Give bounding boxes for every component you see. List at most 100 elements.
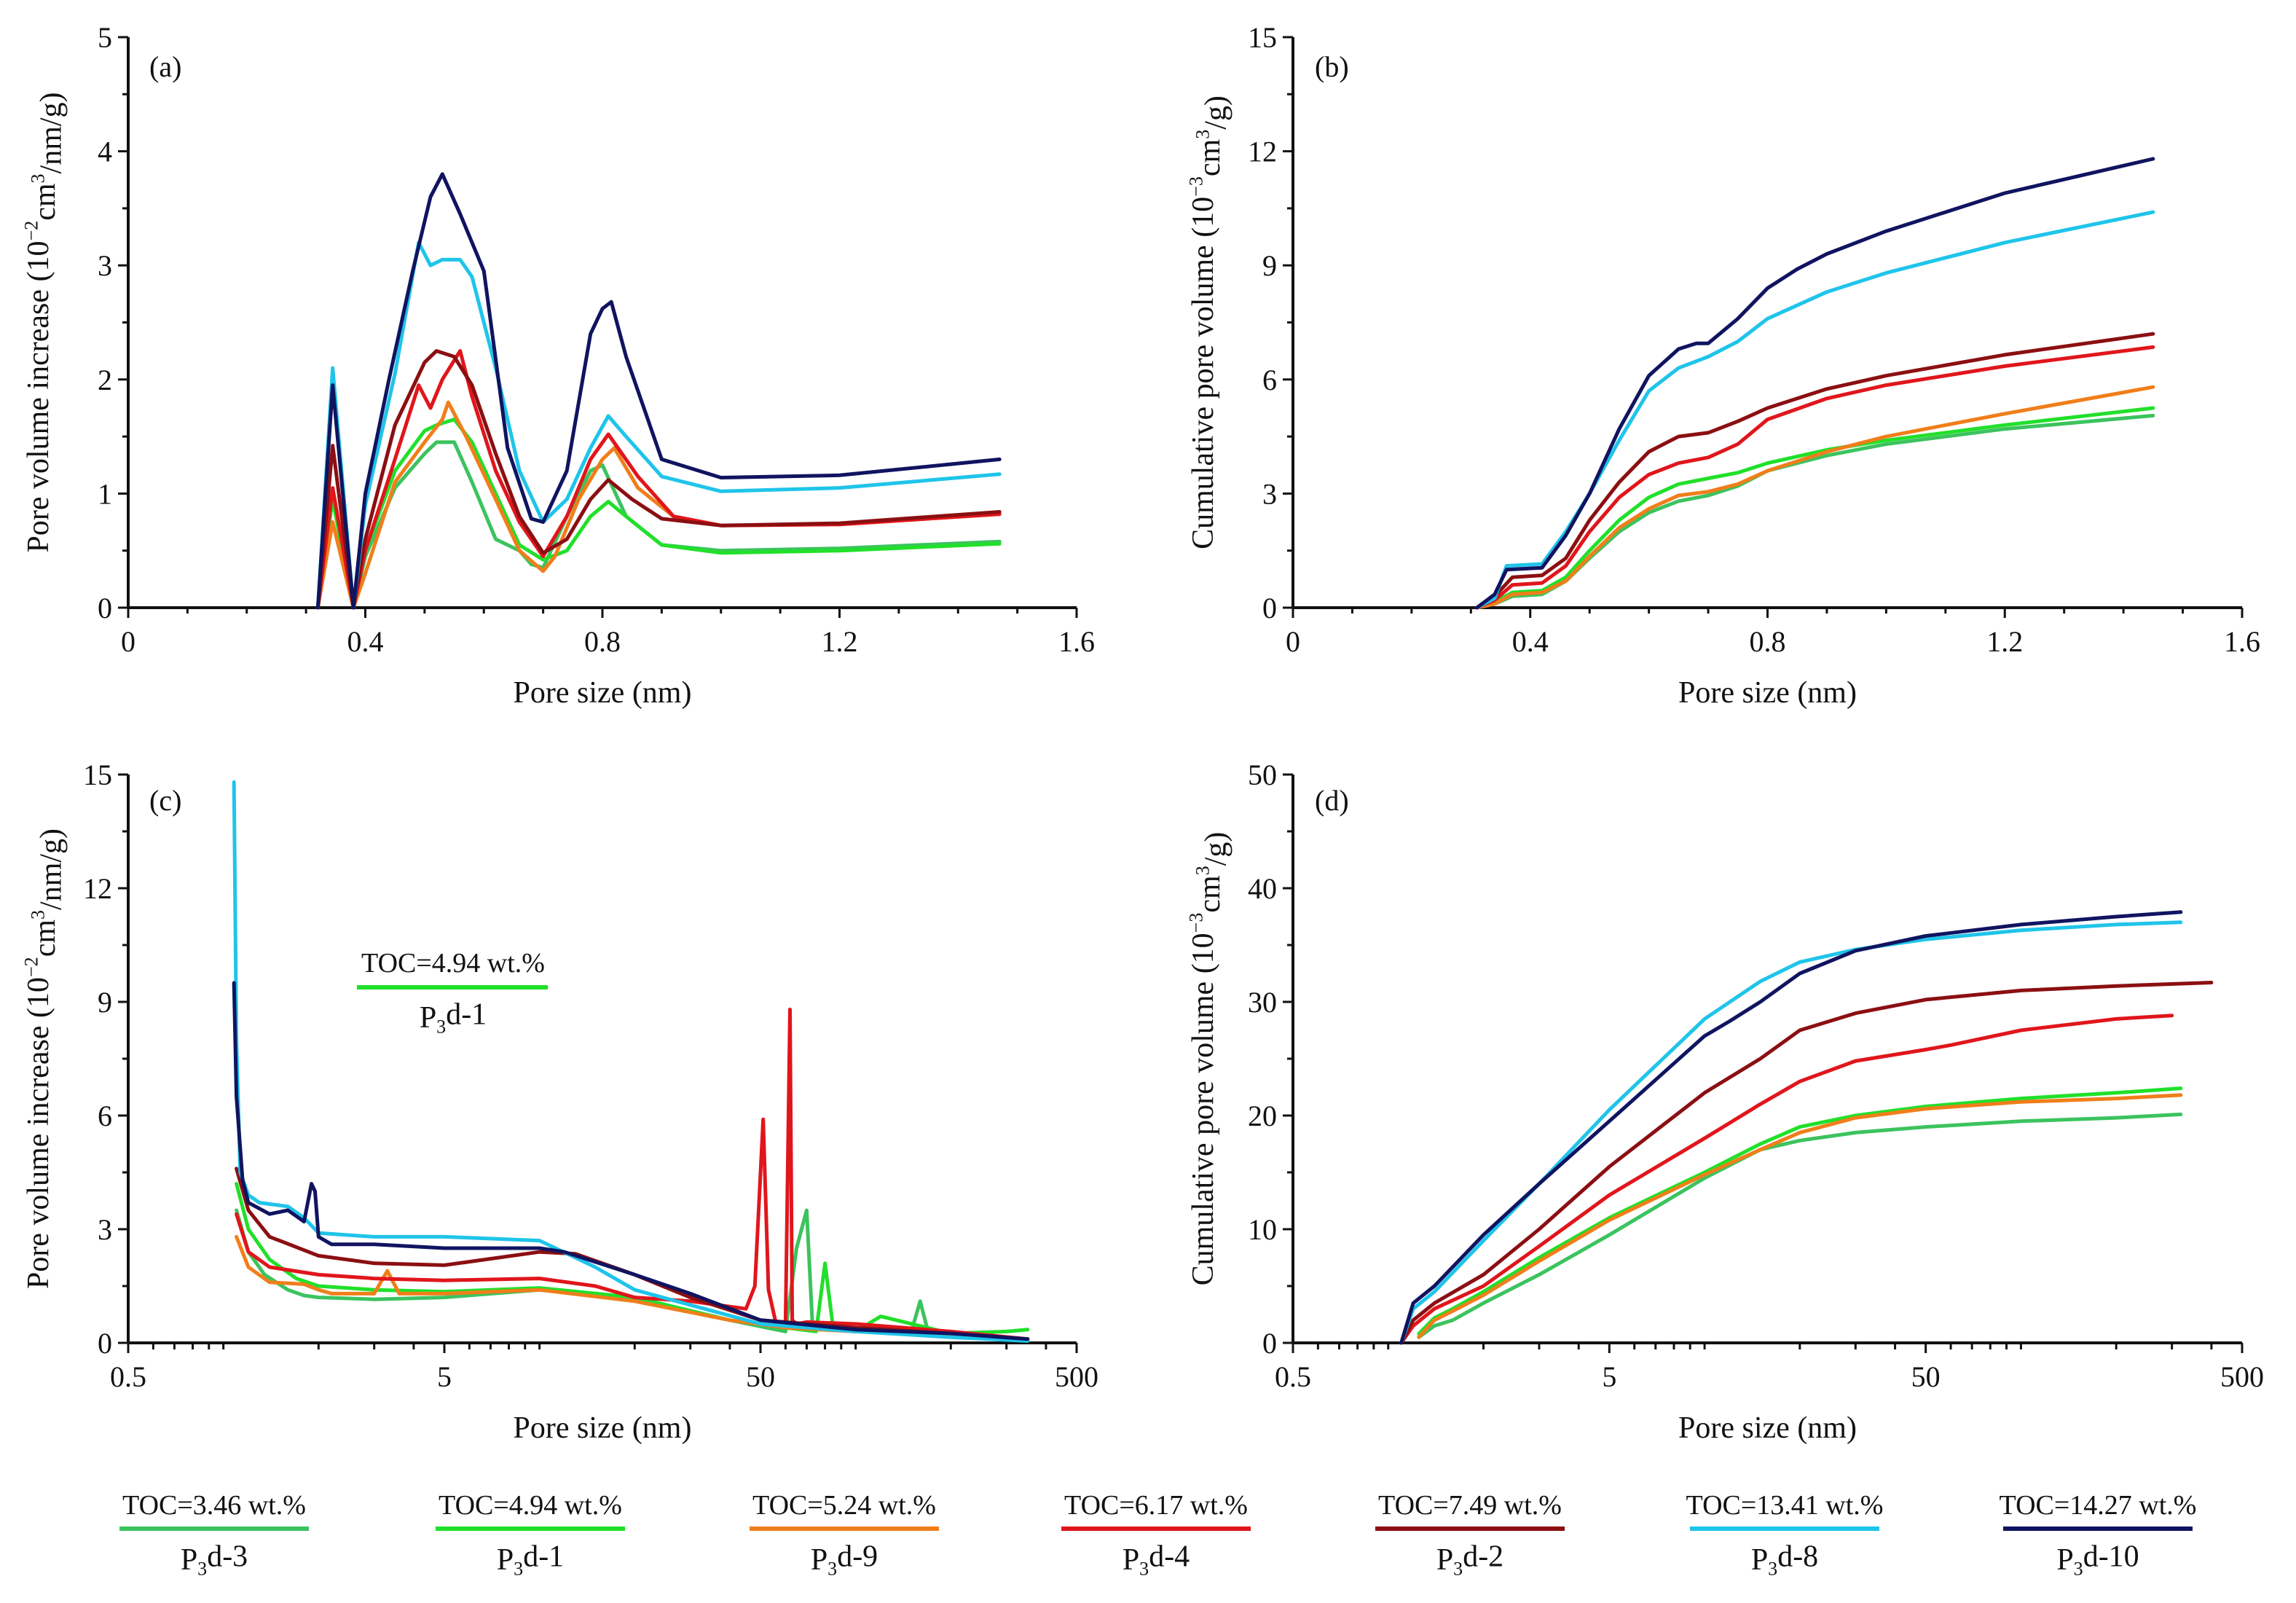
y-axis-title: Pore volume increase (10−2cm3/nm/g) (21, 828, 68, 1289)
chart-panel-3: 0 3 6 9 12 15 0.5 5 50 500 Pore size (nm) Pore volu… (21, 759, 1098, 1445)
series-line-s4 (315, 349, 1002, 610)
series-line-s2 (315, 349, 1002, 610)
panel-label: (c) (149, 784, 181, 817)
panel-label: (a) (149, 50, 181, 83)
series-line-s3 (1417, 1112, 2183, 1339)
x-tick-label: 500 (2220, 1360, 2264, 1393)
series-line-s10 (1399, 910, 2183, 1345)
y-tick-label: 50 (1248, 759, 1277, 791)
panel-label: (d) (1315, 784, 1349, 817)
series-line-s10 (232, 981, 1030, 1341)
legend-toc: TOC=6.17 wt.% (1064, 1490, 1248, 1521)
legend-item-s4: TOC=6.17 wt.% P3d-4 (1061, 1490, 1251, 1579)
legend-name: P3d-3 (181, 1540, 248, 1580)
inset-legend-name: P3d-1 (420, 998, 487, 1038)
x-axis-title: Pore size (nm) (1678, 1411, 1857, 1445)
y-tick-label: 30 (1248, 986, 1277, 1019)
series-line-s9 (1475, 385, 2155, 610)
x-axis-title: Pore size (nm) (1678, 676, 1857, 710)
legend-name: P3d-8 (1751, 1540, 1818, 1580)
chart-panel-1: 0 1 2 3 4 5 0 0.4 0.8 1.2 1.6 Pore size (nm) Pore vo… (21, 21, 1095, 710)
x-tick-label: 50 (1911, 1360, 1941, 1393)
y-tick-label: 15 (83, 759, 112, 791)
series-line-s1 (235, 1182, 1030, 1336)
y-tick-label: 15 (1248, 21, 1277, 54)
y-tick-label: 0 (98, 1327, 112, 1360)
legend-name: P3d-10 (2056, 1540, 2139, 1580)
y-tick-label: 1 (98, 477, 112, 510)
legend-name: P3d-4 (1123, 1540, 1190, 1580)
inset-legend: TOC=4.94 wt.% P3d-1 (357, 948, 548, 1037)
x-tick-label: 50 (746, 1360, 775, 1393)
series-line-s2 (1475, 332, 2155, 610)
y-tick-label: 3 (98, 1213, 112, 1246)
x-tick-label: 5 (437, 1360, 452, 1393)
legend-item-s8: TOC=13.41 wt.% P3d-8 (1686, 1490, 1884, 1579)
series-line-s3 (235, 1208, 1009, 1341)
series-line-s9 (315, 400, 1002, 610)
y-tick-label: 12 (83, 872, 112, 905)
series-line-s8 (315, 240, 1002, 610)
y-tick-label: 0 (98, 592, 112, 624)
y-tick-label: 40 (1248, 872, 1277, 905)
legend-toc: TOC=7.49 wt.% (1378, 1490, 1562, 1521)
x-tick-label: 1.2 (1986, 625, 2023, 658)
legend-toc: TOC=4.94 wt.% (439, 1490, 622, 1521)
series-line-s8 (232, 780, 1030, 1343)
series-line-s4 (1399, 1014, 2174, 1345)
series-line-s9 (1417, 1093, 2183, 1339)
legend-name: P3d-2 (1436, 1540, 1503, 1580)
y-tick-label: 12 (1248, 136, 1277, 168)
panel-label: (b) (1315, 50, 1349, 83)
x-tick-label: 0 (1286, 625, 1300, 658)
x-tick-label: 0.5 (110, 1360, 146, 1393)
x-tick-label: 0 (121, 625, 135, 658)
x-tick-label: 1.6 (2224, 625, 2260, 658)
x-tick-label: 1.2 (822, 625, 858, 658)
legend-toc: TOC=13.41 wt.% (1686, 1490, 1884, 1521)
y-tick-label: 0 (1262, 592, 1277, 624)
legend-item-s3: TOC=3.46 wt.% P3d-3 (119, 1490, 309, 1579)
y-tick-label: 10 (1248, 1213, 1277, 1246)
y-tick-label: 3 (1262, 477, 1277, 510)
legend-item-s2: TOC=7.49 wt.% P3d-2 (1375, 1490, 1565, 1579)
series-line-s10 (315, 172, 1002, 610)
x-tick-label: 1.6 (1058, 625, 1095, 658)
y-tick-label: 5 (98, 21, 112, 54)
series-line-s2 (235, 1167, 1030, 1341)
y-tick-label: 9 (1262, 249, 1277, 282)
x-tick-label: 0.4 (1512, 625, 1549, 658)
x-tick-label: 5 (1602, 1360, 1616, 1393)
y-tick-label: 0 (1262, 1327, 1277, 1360)
y-axis-title: Pore volume increase (10−2cm3/nm/g) (21, 92, 68, 552)
series-line-s1 (1475, 406, 2155, 610)
y-tick-label: 2 (98, 364, 112, 396)
y-tick-label: 6 (1262, 364, 1277, 396)
inset-legend-toc: TOC=4.94 wt.% (361, 948, 545, 979)
series-line-s10 (1475, 157, 2155, 610)
x-tick-label: 0.8 (584, 625, 621, 658)
series-line-s4 (1475, 345, 2155, 610)
y-axis-title: Cumulative pore volume (10−3cm3/g) (1186, 95, 1233, 549)
legend-toc: TOC=14.27 wt.% (2000, 1490, 2197, 1521)
y-tick-label: 20 (1248, 1100, 1277, 1132)
y-tick-label: 6 (98, 1100, 112, 1132)
legend-item-s9: TOC=5.24 wt.% P3d-9 (750, 1490, 939, 1579)
x-axis-title: Pore size (nm) (514, 676, 692, 710)
x-axis-title: Pore size (nm) (514, 1411, 692, 1445)
series-line-s1 (1417, 1086, 2183, 1336)
legend-item-s10: TOC=14.27 wt.% P3d-10 (2000, 1490, 2197, 1579)
series-line-s3 (315, 440, 1002, 610)
legend-item-s1: TOC=4.94 wt.% P3d-1 (436, 1490, 625, 1579)
x-tick-label: 0.8 (1750, 625, 1786, 658)
legend-name: P3d-1 (497, 1540, 564, 1580)
x-tick-label: 0.4 (347, 625, 384, 658)
y-tick-label: 4 (98, 136, 112, 168)
legend-name: P3d-9 (811, 1540, 878, 1580)
y-tick-label: 9 (98, 986, 112, 1019)
series-line-s8 (1475, 210, 2155, 610)
chart-panel-4: 0 10 20 30 40 50 0.5 5 50 500 Pore size (nm) Cumula… (1186, 759, 2264, 1445)
series-line-s2 (1399, 981, 2214, 1345)
